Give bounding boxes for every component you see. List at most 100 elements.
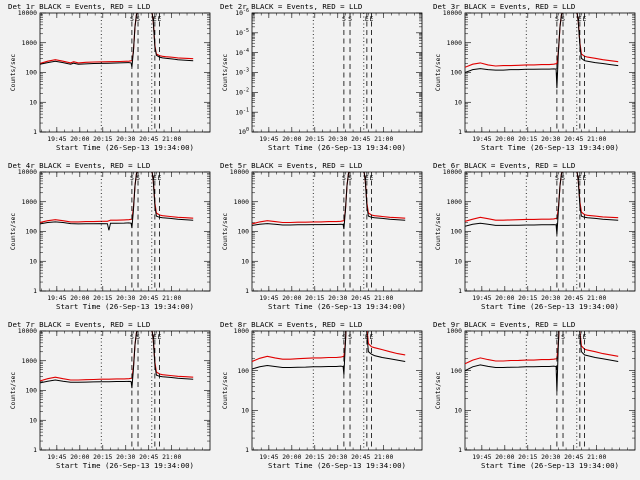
- x-tick-label: 20:15: [305, 135, 324, 143]
- plot-title: Det 1r BLACK = Events, RED = LLD: [8, 2, 150, 11]
- x-tick-label: 19:45: [472, 135, 491, 143]
- y-tick-label: 100: [25, 228, 37, 236]
- y-tick-label: 1: [33, 446, 37, 454]
- x-axis-label: Start Time (26-Sep-13 19:34:00): [481, 461, 619, 470]
- marker-label: E: [583, 15, 587, 23]
- y-tick-label: 10: [29, 98, 37, 106]
- y-tick-label: 10000: [443, 9, 462, 17]
- plot-frame: [464, 12, 636, 133]
- x-tick-label: 20:15: [518, 453, 537, 461]
- x-tick-label: 21:00: [587, 135, 606, 143]
- marker-label: S: [342, 174, 346, 182]
- x-tick-label: 20:30: [541, 135, 560, 143]
- detector-plot-6: Det 6r BLACK = Events, RED = LLD 1 10 100 10…: [433, 161, 636, 311]
- y-tick-label: 10-3: [235, 68, 249, 77]
- x-tick-label: 20:45: [351, 294, 370, 302]
- marker-label: E: [158, 174, 162, 182]
- marker-label: E: [578, 15, 582, 23]
- y-tick-label: 10000: [18, 327, 37, 335]
- detector-plot-8: Det 8r BLACK = Events, RED = LLD 1 10 100 10…: [220, 320, 423, 470]
- y-tick-label: 1000: [22, 198, 38, 206]
- detector-plot-9: Det 9r BLACK = Events, RED = LLD 1 10 100 10…: [433, 320, 636, 470]
- marker-label: S: [348, 333, 352, 341]
- y-tick-label: 10-5: [235, 28, 249, 37]
- x-tick-label: 20:30: [541, 453, 560, 461]
- y-axis-label: Counts/sec: [435, 213, 442, 251]
- series-line-black-events: [40, 172, 194, 231]
- x-tick-label: 19:45: [259, 294, 278, 302]
- y-tick-label: 100: [237, 367, 249, 375]
- x-axis-label: Start Time (26-Sep-13 19:34:00): [56, 143, 194, 152]
- y-tick-label: 1000: [447, 327, 463, 335]
- y-tick-label: 10000: [230, 168, 249, 176]
- detector-plot-5: Det 5r BLACK = Events, RED = LLD 1 10 100 10…: [220, 161, 423, 311]
- y-tick-label: 10-4: [235, 48, 249, 57]
- plot-frame: [39, 171, 211, 292]
- x-tick-label: 20:15: [93, 294, 112, 302]
- x-tick-label: 20:30: [116, 294, 135, 302]
- marker-label: E: [370, 333, 374, 341]
- x-tick-label: 20:15: [518, 294, 537, 302]
- series-line-black-events: [465, 172, 619, 235]
- series-line-black-events: [252, 331, 406, 375]
- marker-label: S: [348, 15, 352, 23]
- y-tick-label: 10000: [18, 9, 37, 17]
- marker-label: S: [561, 15, 565, 23]
- x-tick-label: 20:00: [495, 294, 514, 302]
- plot-frame: [251, 171, 423, 292]
- y-tick-label: 1000: [22, 357, 38, 365]
- x-axis-label: Start Time (26-Sep-13 19:34:00): [481, 143, 619, 152]
- plot-frame: [251, 12, 423, 133]
- y-tick-label: 10: [454, 257, 462, 265]
- x-tick-label: 20:00: [495, 453, 514, 461]
- plot-title: Det 9r BLACK = Events, RED = LLD: [433, 320, 575, 329]
- series-line-black-events: [465, 331, 619, 392]
- y-tick-label: 10: [29, 257, 37, 265]
- y-axis-label: Counts/sec: [435, 54, 442, 92]
- x-axis-label: Start Time (26-Sep-13 19:34:00): [56, 302, 194, 311]
- x-tick-label: 20:30: [328, 135, 347, 143]
- y-tick-label: 100: [25, 387, 37, 395]
- x-tick-label: 20:45: [564, 135, 583, 143]
- plot-frame: [39, 330, 211, 451]
- y-tick-label: 10000: [18, 168, 37, 176]
- marker-label: S: [342, 15, 346, 23]
- marker-label: E: [583, 174, 587, 182]
- marker-label: S: [561, 333, 565, 341]
- y-tick-label: 100: [450, 228, 462, 236]
- x-tick-label: 20:45: [351, 135, 370, 143]
- x-tick-label: 19:45: [47, 135, 66, 143]
- x-tick-label: 20:00: [282, 453, 301, 461]
- y-axis-label: Counts/sec: [10, 372, 17, 410]
- series-line-black-events: [40, 13, 194, 68]
- y-tick-label: 1: [33, 128, 37, 136]
- marker-label: E: [583, 333, 587, 341]
- series-line-red-lld: [465, 331, 619, 365]
- marker-label: E: [578, 333, 582, 341]
- plot-title: Det 4r BLACK = Events, RED = LLD: [8, 161, 150, 170]
- plot-title: Det 6r BLACK = Events, RED = LLD: [433, 161, 575, 170]
- marker-label: S: [130, 15, 134, 23]
- y-tick-label: 10: [454, 407, 462, 415]
- y-axis-label: Counts/sec: [435, 372, 442, 410]
- y-tick-label: 1: [458, 287, 462, 295]
- x-tick-label: 20:00: [495, 135, 514, 143]
- x-tick-label: 19:45: [259, 135, 278, 143]
- y-tick-label: 10: [241, 407, 249, 415]
- x-tick-label: 21:00: [162, 135, 181, 143]
- detector-plot-1: Det 1r BLACK = Events, RED = LLD 1 10 100 10…: [8, 2, 211, 152]
- series-line-red-lld: [252, 172, 406, 225]
- x-tick-label: 21:00: [587, 453, 606, 461]
- x-axis-label: Start Time (26-Sep-13 19:34:00): [268, 143, 406, 152]
- marker-label: E: [365, 174, 369, 182]
- marker-label: S: [130, 333, 134, 341]
- x-tick-label: 19:45: [472, 453, 491, 461]
- x-tick-label: 20:15: [93, 135, 112, 143]
- y-tick-label: 100: [450, 69, 462, 77]
- x-tick-label: 19:45: [259, 453, 278, 461]
- series-line-red-lld: [252, 331, 406, 363]
- marker-label: E: [153, 333, 157, 341]
- y-tick-label: 10000: [443, 168, 462, 176]
- y-tick-label: 10-2: [235, 88, 249, 97]
- x-tick-label: 20:45: [564, 453, 583, 461]
